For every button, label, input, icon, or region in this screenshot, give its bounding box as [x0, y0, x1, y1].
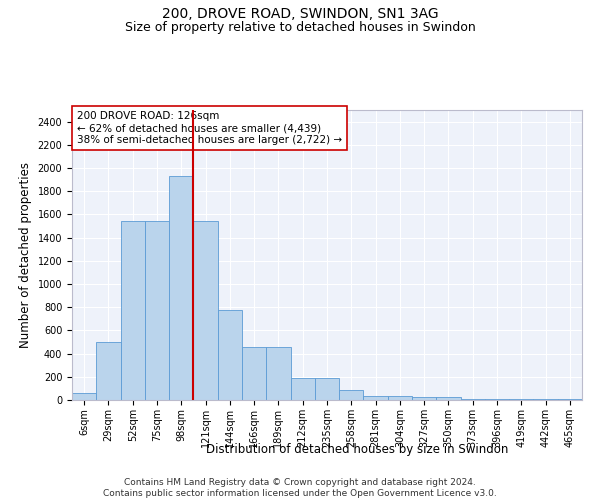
Bar [242, 346, 266, 400]
Bar [72, 393, 96, 400]
Bar [412, 396, 436, 400]
Bar [339, 390, 364, 400]
Text: 200 DROVE ROAD: 126sqm
← 62% of detached houses are smaller (4,439)
38% of semi-: 200 DROVE ROAD: 126sqm ← 62% of detached… [77, 112, 342, 144]
Text: 200, DROVE ROAD, SWINDON, SN1 3AG: 200, DROVE ROAD, SWINDON, SN1 3AG [161, 8, 439, 22]
Bar [145, 222, 169, 400]
Bar [96, 342, 121, 400]
Bar [315, 378, 339, 400]
Bar [218, 310, 242, 400]
Text: Size of property relative to detached houses in Swindon: Size of property relative to detached ho… [125, 21, 475, 34]
Bar [364, 396, 388, 400]
Bar [193, 222, 218, 400]
Y-axis label: Number of detached properties: Number of detached properties [19, 162, 32, 348]
Bar [121, 222, 145, 400]
Bar [169, 176, 193, 400]
Bar [436, 397, 461, 400]
Text: Contains HM Land Registry data © Crown copyright and database right 2024.
Contai: Contains HM Land Registry data © Crown c… [103, 478, 497, 498]
Bar [290, 378, 315, 400]
Bar [266, 346, 290, 400]
Text: Distribution of detached houses by size in Swindon: Distribution of detached houses by size … [206, 442, 508, 456]
Bar [388, 396, 412, 400]
